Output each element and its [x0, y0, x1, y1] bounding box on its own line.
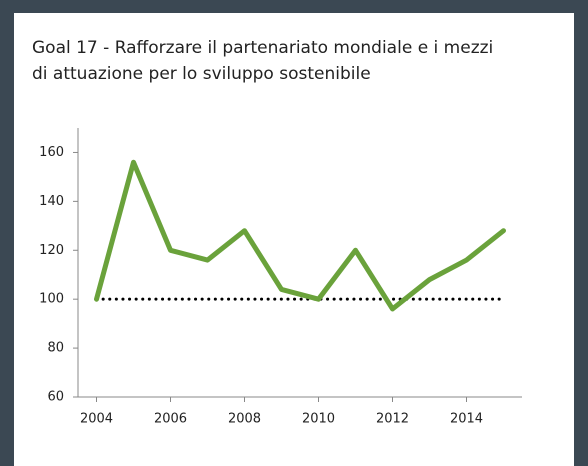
y-tick-label: 60 [47, 390, 64, 405]
y-tick-label: 120 [39, 243, 64, 258]
x-tick-label: 2006 [154, 412, 187, 427]
panel [14, 13, 574, 466]
x-tick-label: 2012 [376, 412, 409, 427]
y-tick-label: 140 [39, 194, 64, 209]
chart-title: Goal 17 - Rafforzare il partenariato mon… [32, 38, 493, 58]
x-tick-label: 2010 [302, 412, 335, 427]
data-line [94, 159, 506, 312]
x-tick-label: 2008 [228, 412, 261, 427]
y-tick-label: 80 [47, 341, 64, 356]
x-tick-label: 2014 [450, 412, 483, 427]
chart-title: di attuazione per lo sviluppo sostenibil… [32, 64, 371, 84]
y-tick-label: 160 [39, 145, 64, 160]
x-tick-label: 2004 [80, 412, 113, 427]
y-tick-label: 100 [39, 292, 64, 307]
